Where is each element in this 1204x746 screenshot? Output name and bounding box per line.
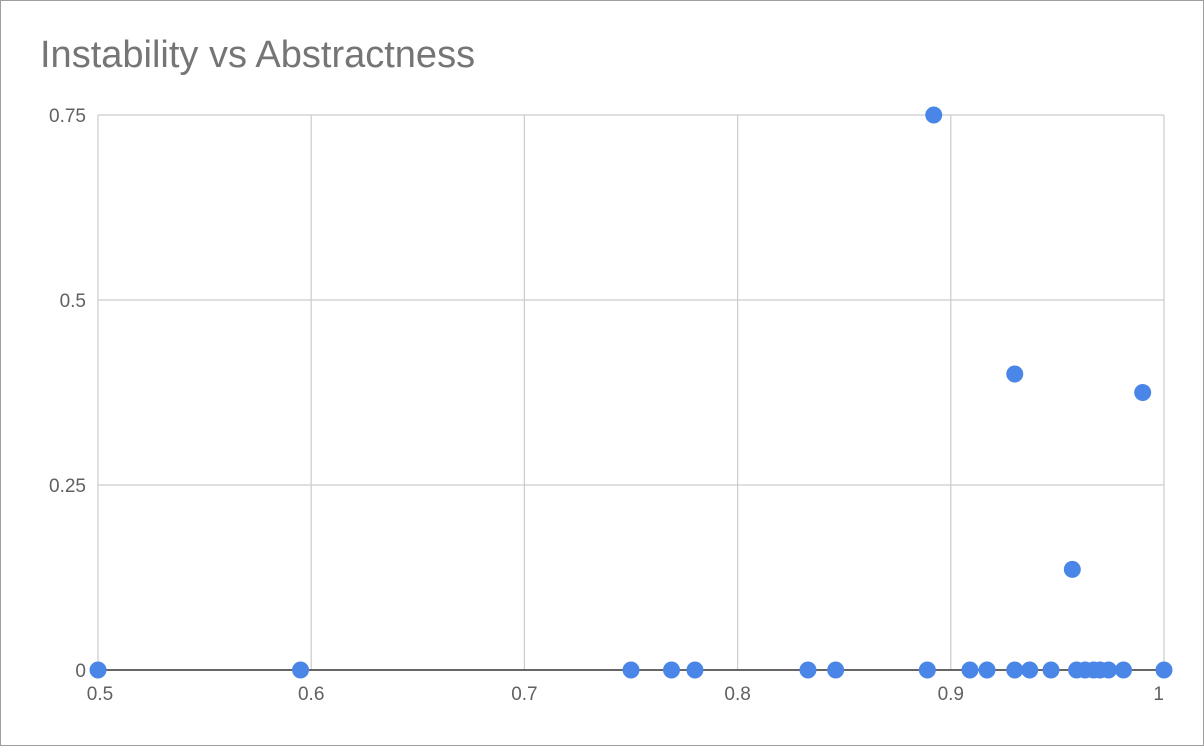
scatter-point [1114, 661, 1132, 679]
scatter-point [663, 661, 681, 679]
scatter-point [1042, 661, 1060, 679]
scatter-point [961, 661, 979, 679]
scatter-point [1063, 560, 1081, 578]
scatter-point [1155, 661, 1173, 679]
chart-title: Instability vs Abstractness [40, 34, 476, 76]
y-tick-label: 0.75 [49, 106, 86, 127]
y-tick-label: 0.5 [60, 291, 86, 312]
scatter-point [1006, 661, 1024, 679]
scatter-point [686, 661, 704, 679]
scatter-point [622, 661, 640, 679]
scatter-point [89, 661, 107, 679]
x-tick-label: 0.8 [724, 684, 750, 705]
grid-lines [97, 114, 1165, 670]
scatter-point [827, 661, 845, 679]
scatter-point [1021, 661, 1039, 679]
x-tick-label: 0.9 [938, 684, 964, 705]
scatter-point [292, 661, 310, 679]
data-points [89, 106, 1173, 679]
scatter-point [1100, 661, 1118, 679]
scatter-point [1134, 384, 1152, 401]
y-tick-label: 0.25 [49, 476, 86, 497]
scatter-point [799, 661, 817, 679]
x-tick-label: 1 [1153, 684, 1164, 705]
x-tick-label: 0.6 [298, 684, 324, 705]
x-tick-label: 0.5 [87, 684, 113, 705]
x-tick-label: 0.7 [511, 684, 537, 705]
tick-labels: 0.5 0.6 0.7 0.8 0.9 1 0 0.25 0.5 0.75 [49, 106, 1164, 705]
scatter-point [1006, 365, 1024, 383]
scatter-point [925, 106, 943, 124]
y-tick-label: 0 [75, 661, 86, 682]
scatter-point [978, 661, 996, 679]
scatter-point [918, 661, 936, 679]
